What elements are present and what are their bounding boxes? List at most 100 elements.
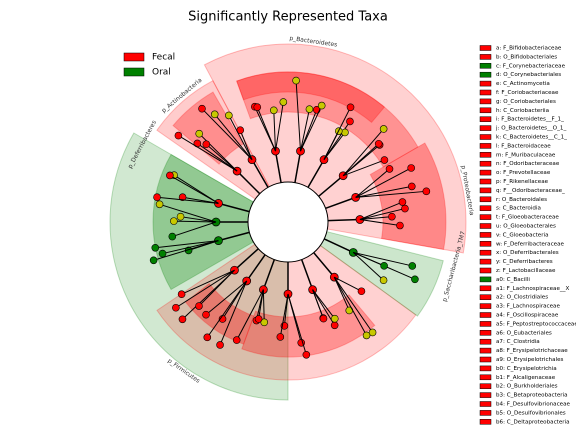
key-swatch bbox=[479, 303, 492, 309]
branch bbox=[205, 280, 248, 316]
branch bbox=[228, 115, 253, 160]
branch bbox=[323, 132, 346, 160]
key-swatch bbox=[479, 196, 492, 203]
branch bbox=[201, 108, 253, 160]
branch bbox=[300, 259, 314, 290]
legend-label: Oral bbox=[152, 68, 171, 78]
branch bbox=[233, 248, 259, 271]
key-label: c: F_Corynebacteriaceae bbox=[496, 63, 566, 69]
key-label: g: O_Coriobacteriales bbox=[496, 99, 556, 105]
node bbox=[198, 104, 206, 113]
node bbox=[401, 204, 409, 213]
key-swatch bbox=[479, 54, 492, 60]
node bbox=[155, 200, 164, 209]
branch bbox=[312, 289, 336, 326]
key-swatch bbox=[479, 321, 492, 327]
key-swatch bbox=[479, 71, 492, 78]
branch bbox=[246, 254, 266, 282]
branch bbox=[205, 143, 238, 172]
branch bbox=[173, 220, 217, 223]
branch bbox=[162, 240, 219, 255]
branch bbox=[279, 293, 289, 338]
branch bbox=[258, 289, 264, 320]
branch bbox=[342, 159, 385, 177]
node bbox=[253, 103, 262, 111]
branch bbox=[333, 276, 350, 311]
node bbox=[380, 262, 388, 270]
node bbox=[346, 103, 355, 112]
branch bbox=[256, 106, 276, 152]
key-swatch bbox=[479, 98, 492, 105]
branch bbox=[178, 135, 238, 172]
node bbox=[398, 198, 407, 206]
node bbox=[385, 165, 394, 173]
key-label: w: F_Deferribacteraceae bbox=[496, 241, 565, 247]
key-label: a7: C_Clostridia bbox=[496, 339, 540, 345]
node bbox=[149, 256, 158, 265]
node bbox=[374, 139, 383, 148]
key-swatch bbox=[479, 410, 492, 416]
key-swatch bbox=[479, 383, 492, 389]
branch bbox=[323, 107, 351, 160]
branch bbox=[313, 252, 335, 278]
key-label: a6: O_Eubacteriales bbox=[496, 330, 552, 336]
key-swatch bbox=[479, 187, 492, 194]
title: Significantly Represented Taxa bbox=[188, 10, 388, 25]
node bbox=[174, 131, 183, 140]
node bbox=[195, 302, 203, 310]
branch bbox=[352, 252, 384, 281]
key-label: l: F_Bacteroidaceae bbox=[496, 143, 551, 149]
branch bbox=[300, 105, 323, 152]
node bbox=[305, 105, 314, 113]
branch bbox=[307, 159, 325, 188]
key-swatch bbox=[479, 107, 492, 114]
node bbox=[178, 193, 187, 202]
branch bbox=[312, 289, 324, 319]
node bbox=[216, 341, 224, 349]
key-label: y: C_Deferribacteres bbox=[496, 259, 553, 265]
node bbox=[172, 303, 180, 312]
key-swatch bbox=[479, 45, 492, 51]
node bbox=[210, 110, 219, 119]
key-label: p: F_Rikenellaceae bbox=[496, 179, 549, 185]
branch bbox=[287, 293, 307, 355]
node bbox=[158, 249, 167, 258]
key-label: b6: C_Deltaproteobacteria bbox=[496, 419, 570, 425]
key-label: f: F_Coriobacteriaceae bbox=[496, 90, 559, 96]
branch bbox=[236, 289, 264, 341]
node bbox=[408, 262, 417, 270]
branch bbox=[175, 269, 235, 309]
key-swatch bbox=[479, 347, 492, 354]
node bbox=[168, 232, 177, 241]
branch bbox=[359, 208, 406, 220]
node bbox=[177, 290, 186, 299]
key-label: r: O_Bacteroidales bbox=[496, 197, 547, 203]
branch bbox=[294, 150, 302, 183]
branch bbox=[155, 240, 219, 249]
branch bbox=[275, 101, 284, 152]
node bbox=[379, 276, 388, 285]
key-swatch bbox=[479, 356, 492, 363]
key-label: d: O_Corynebacteriales bbox=[496, 72, 561, 78]
branch bbox=[334, 276, 362, 292]
key-swatch bbox=[479, 258, 492, 265]
key-swatch bbox=[479, 232, 492, 238]
node bbox=[279, 98, 288, 106]
branch bbox=[169, 174, 219, 204]
node bbox=[407, 182, 416, 191]
branch bbox=[180, 216, 217, 223]
node bbox=[203, 333, 212, 342]
node bbox=[260, 318, 269, 327]
key-label: u: O_Gloeobacterales bbox=[496, 224, 556, 230]
branch bbox=[353, 251, 385, 267]
clade-shading bbox=[109, 43, 467, 401]
branch bbox=[236, 170, 261, 195]
key-label: b0: C_Erysipelotrichia bbox=[496, 366, 557, 372]
branch bbox=[219, 280, 248, 346]
key-swatch bbox=[479, 365, 492, 372]
node bbox=[317, 101, 326, 110]
branch bbox=[239, 130, 253, 160]
key-label: a2: O_Clostridiales bbox=[496, 295, 548, 301]
key-label: a1: F_Lachnospiraceae__X bbox=[496, 286, 570, 292]
